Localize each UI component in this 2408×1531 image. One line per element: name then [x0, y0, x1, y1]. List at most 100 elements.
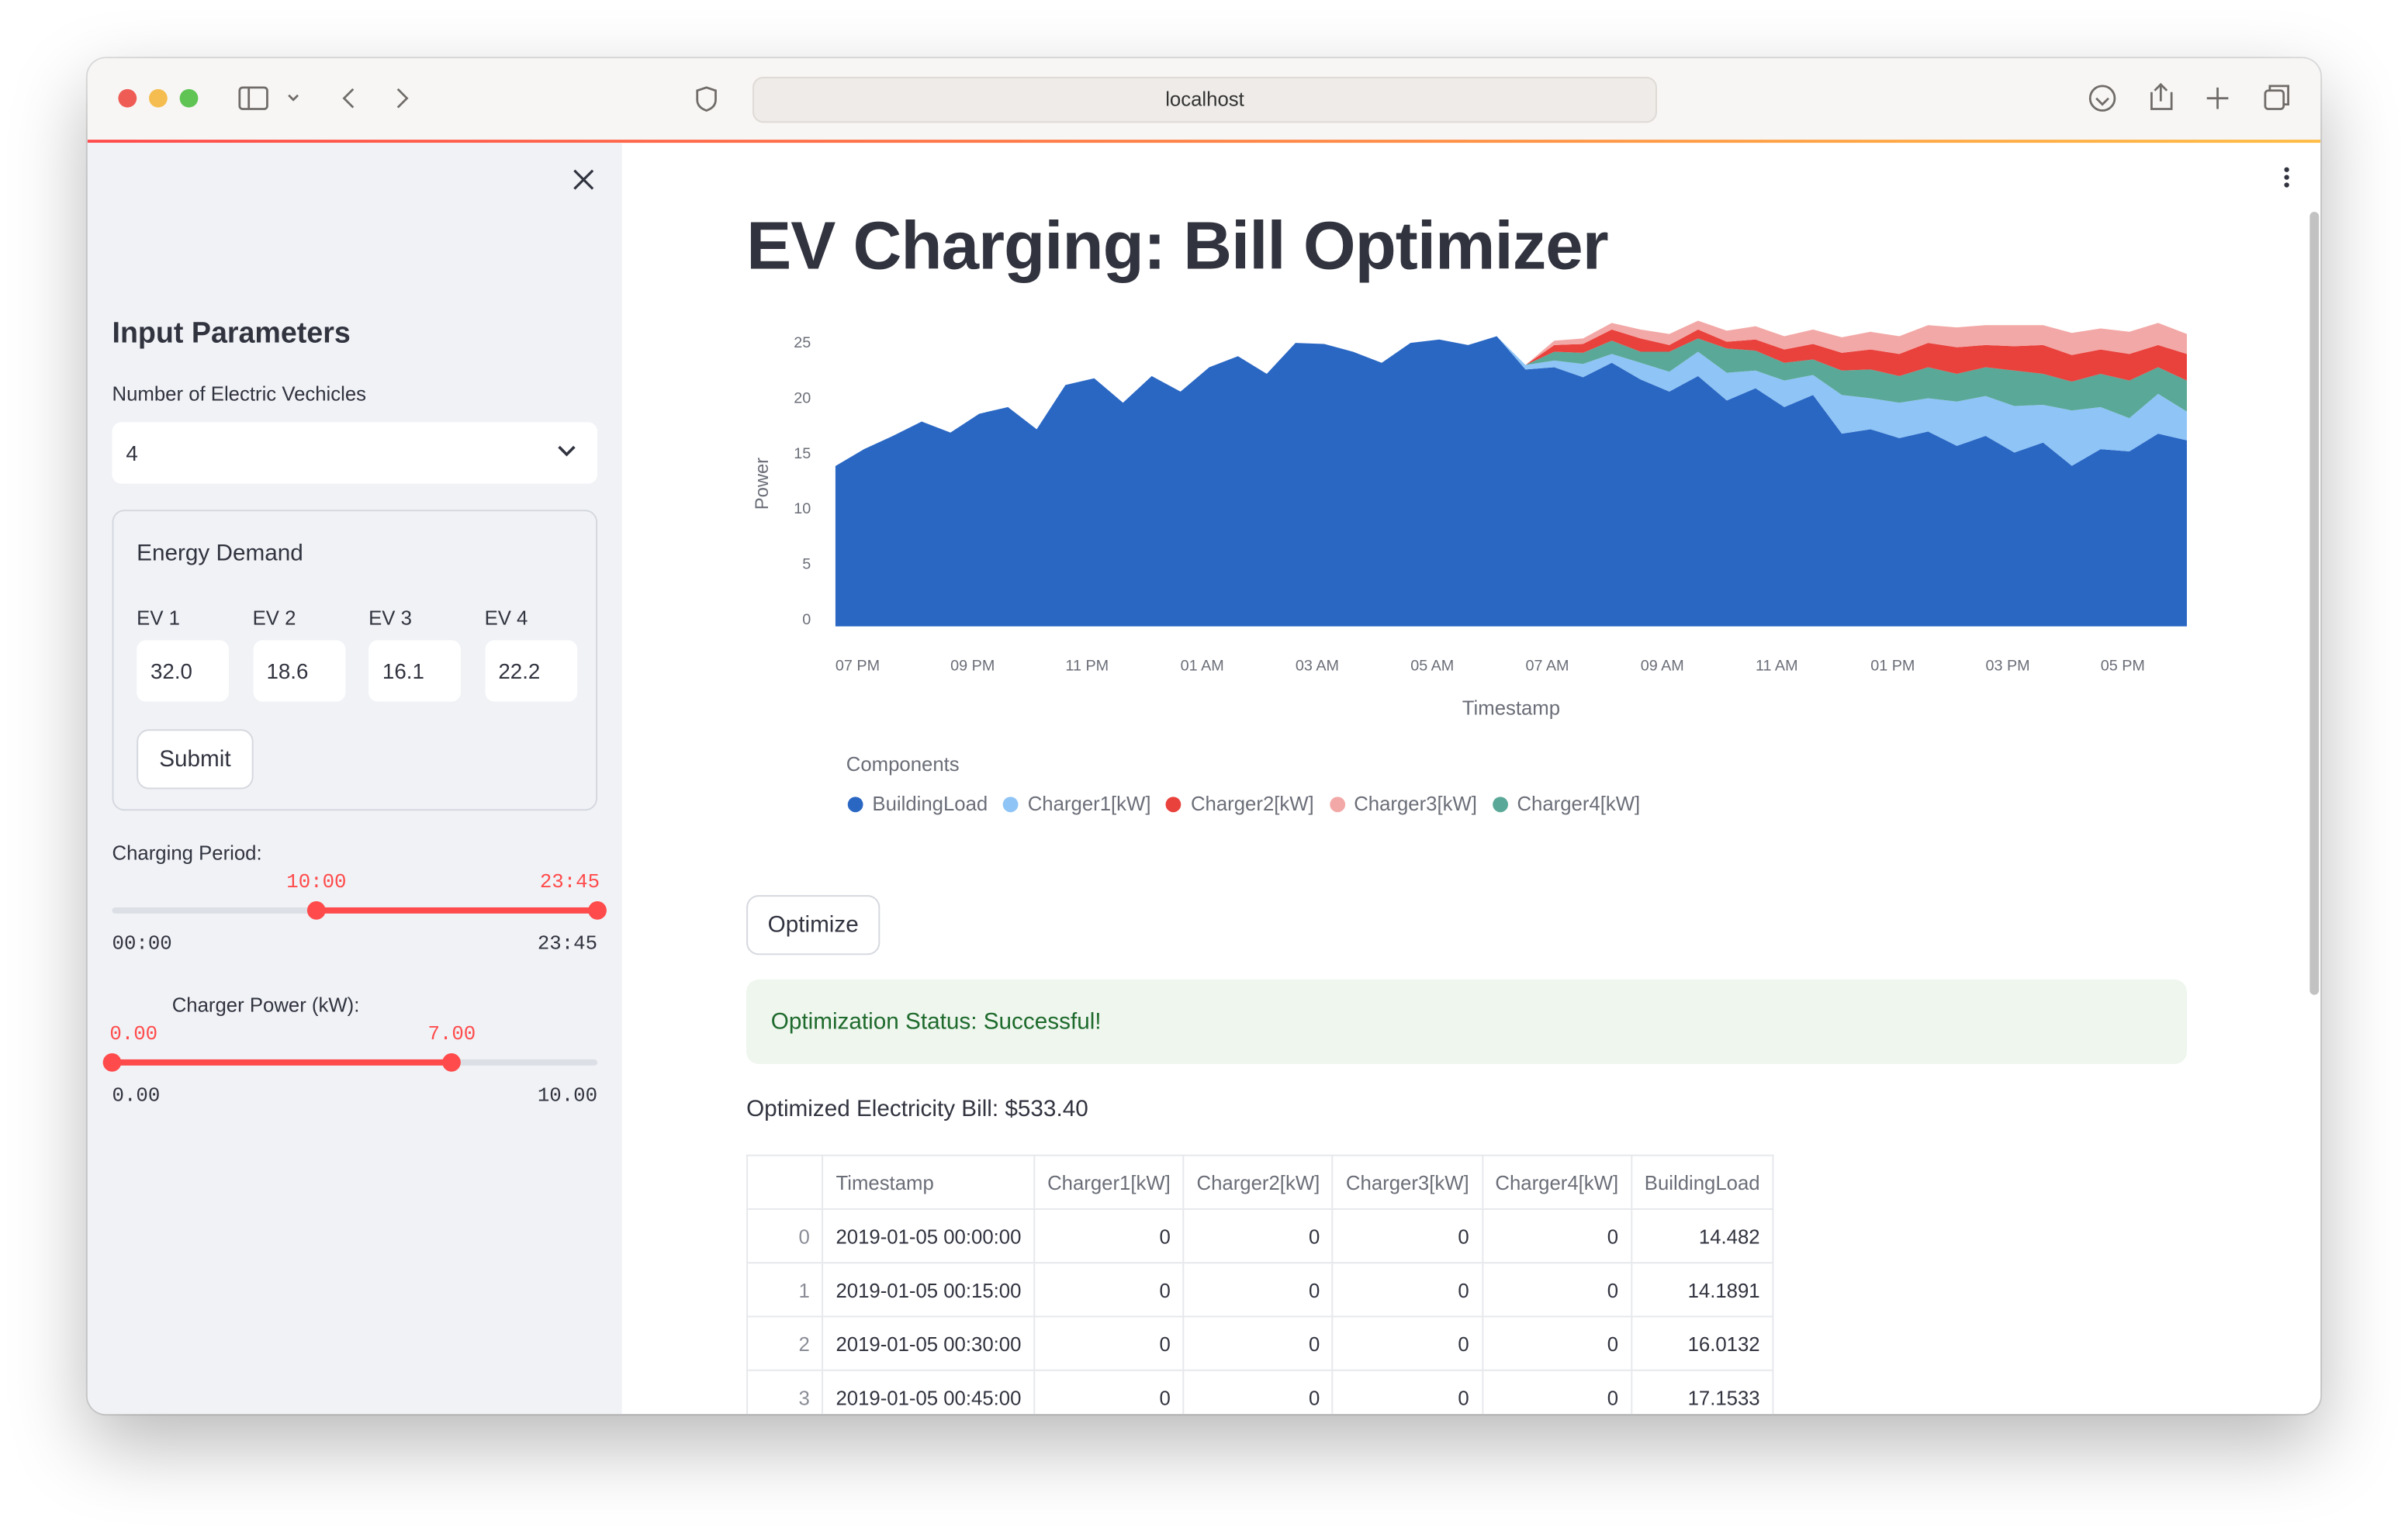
table-cell: 0 [1033, 1315, 1185, 1371]
legend-swatch [1329, 796, 1345, 812]
legend-swatch [847, 796, 863, 812]
legend-item: Charger4[kW] [1492, 792, 1640, 815]
table-cell: 0 [1481, 1262, 1632, 1318]
slider-thumb[interactable] [588, 901, 607, 920]
slider-value: 7.00 [427, 1022, 476, 1046]
sidebar-header: Input Parameters [112, 317, 351, 351]
scrollbar[interactable] [2309, 212, 2320, 995]
close-window[interactable] [118, 88, 137, 108]
slider-thumb[interactable] [442, 1053, 462, 1072]
legend-label: Charger3[kW] [1354, 792, 1477, 816]
x-axis-title: Timestamp [1462, 697, 1560, 719]
table-cell: 0 [1332, 1262, 1483, 1318]
y-tick-label: 5 [802, 556, 811, 573]
x-tick-label: 07 AM [1525, 657, 1569, 674]
field-label: EV 4 [484, 606, 528, 630]
optimize-button[interactable]: Optimize [746, 895, 881, 956]
table-row: 1 2019-01-05 00:15:00 0 0 0 0 14.1891 [746, 1262, 1774, 1318]
table-cell: 0 [1182, 1315, 1334, 1371]
table-row: 3 2019-01-05 00:45:00 0 0 0 0 17.1533 [746, 1369, 1774, 1415]
x-tick-label: 01 AM [1181, 657, 1224, 674]
sidebar-menu[interactable] [288, 94, 299, 102]
x-tick-label: 03 AM [1296, 657, 1339, 674]
submit-button[interactable]: Submit [137, 729, 254, 790]
table-cell: 0 [1033, 1369, 1185, 1415]
slider-value: 0.00 [109, 1022, 158, 1046]
table-cell: 0 [1033, 1208, 1185, 1264]
table-cell: 0 [1332, 1315, 1483, 1371]
field-label: EV 2 [252, 606, 296, 630]
table-row: 2 2019-01-05 00:30:00 0 0 0 0 16.0132 [746, 1315, 1774, 1371]
area [835, 336, 2187, 466]
downloads-button[interactable] [2088, 85, 2116, 112]
new-tab-button[interactable] [2206, 87, 2229, 109]
share-button[interactable] [2150, 82, 2173, 110]
charging-period-slider[interactable]: 10:00 23:45 00:00 23:45 [112, 870, 607, 955]
x-tick-label: 11 PM [1065, 657, 1109, 674]
slider-range [112, 1059, 452, 1066]
ev-input[interactable]: 18.6 [252, 640, 345, 702]
legend-swatch [1003, 796, 1019, 812]
column-header: Charger3[kW] [1332, 1154, 1483, 1210]
legend-swatch [1492, 796, 1508, 812]
ev-input[interactable]: 22.2 [484, 640, 577, 702]
table-cell: 0 [1481, 1369, 1632, 1415]
table-cell: 0 [1332, 1369, 1483, 1415]
legend-label: Charger2[kW] [1190, 792, 1314, 816]
legend-item: BuildingLoad [847, 792, 988, 815]
ev-input[interactable]: 16.1 [368, 640, 461, 702]
slider-label: Charger Power (kW): [171, 993, 360, 1017]
select-label: Number of Electric Vechicles [112, 382, 367, 406]
form-title: Energy Demand [137, 540, 303, 567]
row-index: 1 [746, 1262, 824, 1318]
legend-item: Charger3[kW] [1329, 792, 1477, 816]
slider-max: 23:45 [537, 931, 598, 956]
forward-button[interactable] [396, 88, 409, 109]
browser-window: localhost Input Parameters Number of Ele… [87, 58, 2321, 1415]
row-index: 0 [746, 1208, 824, 1264]
close-sidebar[interactable] [573, 169, 594, 191]
ev-count-select[interactable]: 4 [112, 422, 598, 484]
sidebar-toggle[interactable] [238, 86, 268, 110]
select-chevron [558, 445, 576, 457]
y-tick-label: 10 [794, 500, 811, 517]
ev-input[interactable]: 32.0 [137, 640, 229, 702]
x-tick-label: 05 PM [2101, 657, 2145, 674]
legend-title: Components [846, 752, 960, 776]
field-label: EV 1 [137, 606, 180, 630]
table-cell: 16.0132 [1630, 1315, 1774, 1371]
slider-thumb[interactable] [307, 901, 326, 920]
slider-range [316, 907, 598, 914]
slider-min: 0.00 [112, 1083, 161, 1108]
main-menu[interactable] [2281, 166, 2293, 191]
table-cell: 2019-01-05 00:15:00 [822, 1262, 1036, 1318]
x-tick-label: 09 PM [950, 657, 995, 674]
header-decoration [87, 140, 2321, 143]
sidebar: Input Parameters Number of Electric Vech… [87, 143, 622, 1415]
index-header [746, 1154, 824, 1210]
legend: BuildingLoad Charger1[kW] Charger2[kW] Char… [847, 792, 1640, 816]
column-header: BuildingLoad [1630, 1154, 1774, 1210]
zoom-window[interactable] [179, 88, 199, 108]
privacy-shield[interactable] [696, 86, 717, 112]
table-cell: 0 [1481, 1315, 1632, 1371]
legend-swatch [1166, 796, 1182, 812]
table-cell: 0 [1033, 1262, 1185, 1318]
column-header: Timestamp [822, 1154, 1036, 1210]
row-index: 2 [746, 1315, 824, 1371]
back-button[interactable] [342, 88, 355, 109]
table-cell: 0 [1481, 1208, 1632, 1264]
slider-value: 23:45 [539, 870, 600, 894]
table-cell: 2019-01-05 00:45:00 [822, 1369, 1036, 1415]
charger-power-slider[interactable]: 0.00 7.00 0.00 10.00 [102, 1022, 598, 1107]
downloads-arrow [2095, 97, 2109, 106]
energy-form: Energy Demand EV 1 32.0 EV 2 18.6 EV 3 16.1 EV… [112, 510, 598, 811]
y-tick-label: 0 [802, 611, 811, 628]
minimize-window[interactable] [149, 88, 168, 108]
tabs-button[interactable] [2264, 89, 2285, 110]
area [835, 320, 2187, 466]
address-bar[interactable]: localhost [752, 76, 1657, 123]
table-row: 0 2019-01-05 00:00:00 0 0 0 0 14.482 [746, 1208, 1774, 1264]
slider-thumb[interactable] [102, 1053, 122, 1072]
